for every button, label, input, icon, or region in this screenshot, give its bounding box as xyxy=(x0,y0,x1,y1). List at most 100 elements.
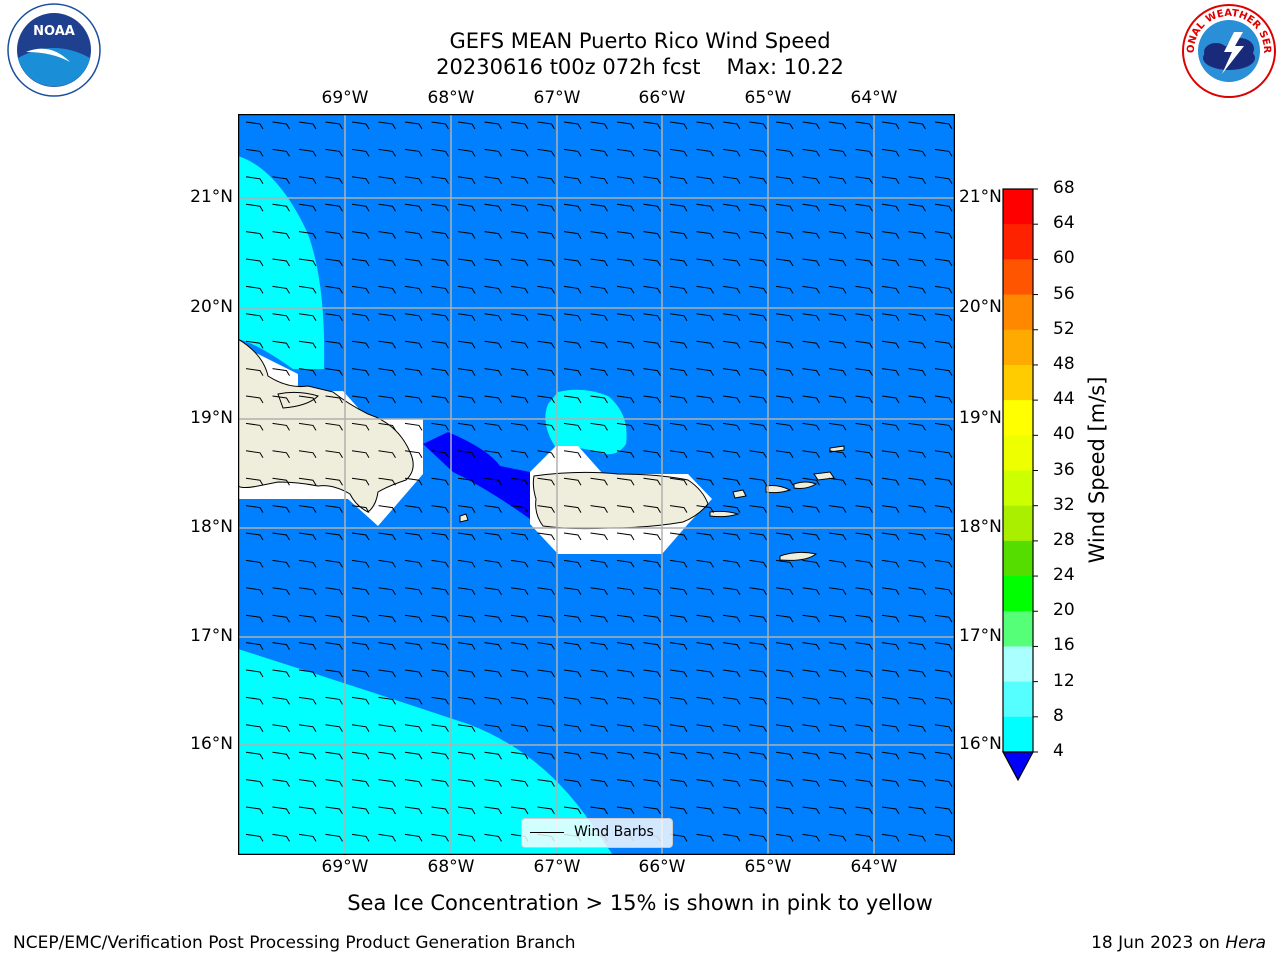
wind-barb xyxy=(457,532,476,541)
wind-barb xyxy=(431,559,449,568)
wind-barb xyxy=(563,368,582,376)
wind-barb xyxy=(272,450,290,459)
wind-barb xyxy=(828,477,847,486)
wind-barb xyxy=(934,395,953,404)
wind-barb xyxy=(775,148,794,157)
wind-barb xyxy=(245,176,264,185)
wind-barb xyxy=(510,779,529,787)
wind-barb xyxy=(643,203,661,212)
wind-barb xyxy=(828,368,847,376)
wind-barb xyxy=(696,422,714,431)
wind-barb xyxy=(484,696,502,705)
wind-barb xyxy=(881,258,900,267)
wind-barb xyxy=(775,313,794,322)
wind-barb xyxy=(855,532,873,541)
wind-barb xyxy=(325,203,343,212)
wind-barb xyxy=(563,148,582,157)
wind-barb xyxy=(245,642,264,650)
wind-barb xyxy=(669,422,688,431)
wind-barb xyxy=(245,285,264,294)
wind-barb xyxy=(484,559,502,568)
wind-barb xyxy=(881,587,900,596)
wind-barb xyxy=(563,477,582,486)
wind-barb xyxy=(590,724,608,733)
wind-barb xyxy=(351,313,370,322)
wind-barb xyxy=(563,614,582,623)
wind-barb xyxy=(484,477,502,486)
wind-barb xyxy=(404,587,423,596)
wind-barb xyxy=(484,806,502,815)
wind-barb xyxy=(908,395,926,404)
wind-barb xyxy=(484,368,502,376)
noaa-logo: NOAA xyxy=(7,3,101,97)
colorbar-band xyxy=(1003,435,1033,471)
wind-barb xyxy=(404,422,423,431)
wind-barb xyxy=(855,833,873,842)
wind-barb xyxy=(351,614,370,623)
forecast-run: 20230616 t00z 072h fcst xyxy=(436,55,701,79)
wind-barb xyxy=(457,340,476,349)
wind-barb xyxy=(351,833,370,842)
colorbar-band xyxy=(1003,646,1033,683)
wind-barb xyxy=(775,203,794,212)
wind-barb xyxy=(351,779,370,787)
wind-barb xyxy=(616,587,635,596)
wind-barb xyxy=(696,477,714,486)
wind-barb xyxy=(325,340,343,349)
wind-barb xyxy=(908,450,926,459)
wind-barb xyxy=(590,505,608,513)
wind-barb xyxy=(616,148,635,157)
wind-barb xyxy=(563,450,582,459)
wind-barb xyxy=(881,285,900,294)
wind-barb xyxy=(404,176,423,185)
land-mona-island xyxy=(459,513,469,523)
wind-barb xyxy=(775,669,794,678)
wind-barb xyxy=(696,203,714,212)
wind-barb xyxy=(669,587,688,596)
colorbar-band xyxy=(1003,189,1033,225)
wind-barb xyxy=(643,806,661,815)
wind-barb xyxy=(510,121,529,130)
colorbar-tick-label: 16 xyxy=(1053,635,1075,656)
wind-barb xyxy=(643,450,661,459)
wind-barb xyxy=(722,642,741,650)
land-vieques xyxy=(709,510,740,518)
wind-barb xyxy=(404,751,423,760)
colorbar-band xyxy=(1003,540,1033,577)
wind-barb xyxy=(431,176,449,185)
wind-barb xyxy=(881,559,900,568)
colorbar-tick-label: 24 xyxy=(1053,565,1075,586)
wind-barb xyxy=(934,751,953,760)
wind-barb xyxy=(431,258,449,267)
wind-barb xyxy=(643,395,661,404)
wind-barb xyxy=(431,450,449,459)
wind-barb xyxy=(696,148,714,157)
wind-barb xyxy=(351,751,370,760)
wind-barb xyxy=(881,231,900,239)
wind-barb xyxy=(855,806,873,815)
wind-barb xyxy=(749,176,767,185)
wind-barb xyxy=(245,505,264,513)
wind-barb xyxy=(749,532,767,541)
wind-barb xyxy=(537,614,555,623)
wind-barb xyxy=(272,779,290,787)
wind-barb xyxy=(881,395,900,404)
colorbar-tick-label: 36 xyxy=(1053,459,1075,480)
wind-barb xyxy=(934,121,953,130)
wind-barb xyxy=(378,477,396,486)
wind-barb xyxy=(590,368,608,376)
colorbar-band xyxy=(1003,716,1033,753)
wind-barb xyxy=(431,477,449,486)
wind-barb xyxy=(351,148,370,157)
wind-barb xyxy=(934,779,953,787)
wind-barb xyxy=(484,285,502,294)
wind-barb xyxy=(855,751,873,760)
wind-barb xyxy=(749,505,767,513)
wind-contour-light-n-pr xyxy=(545,389,627,455)
wind-barb xyxy=(802,450,820,459)
wind-barb xyxy=(537,724,555,733)
wind-barb xyxy=(563,285,582,294)
wind-barb xyxy=(351,395,370,404)
lon-label-bottom-6: 64°W xyxy=(850,857,898,877)
wind-barb xyxy=(643,258,661,267)
